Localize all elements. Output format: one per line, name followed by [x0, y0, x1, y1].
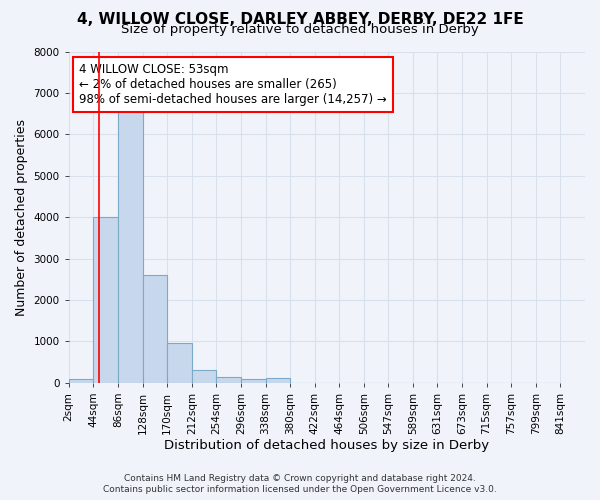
Bar	[241, 378, 266, 383]
Bar	[118, 110, 143, 383]
Bar	[143, 275, 167, 383]
X-axis label: Distribution of detached houses by size in Derby: Distribution of detached houses by size …	[164, 440, 490, 452]
Bar	[217, 378, 241, 383]
Text: 4, WILLOW CLOSE, DARLEY ABBEY, DERBY, DE22 1FE: 4, WILLOW CLOSE, DARLEY ABBEY, DERBY, DE…	[77, 12, 523, 28]
Bar	[69, 380, 94, 383]
Text: Contains HM Land Registry data © Crown copyright and database right 2024.
Contai: Contains HM Land Registry data © Crown c…	[103, 474, 497, 494]
Y-axis label: Number of detached properties: Number of detached properties	[15, 118, 28, 316]
Text: Size of property relative to detached houses in Derby: Size of property relative to detached ho…	[121, 22, 479, 36]
Text: 4 WILLOW CLOSE: 53sqm
← 2% of detached houses are smaller (265)
98% of semi-deta: 4 WILLOW CLOSE: 53sqm ← 2% of detached h…	[79, 63, 387, 106]
Bar	[94, 217, 118, 383]
Bar	[266, 378, 290, 383]
Bar	[192, 370, 217, 383]
Bar	[167, 344, 192, 383]
